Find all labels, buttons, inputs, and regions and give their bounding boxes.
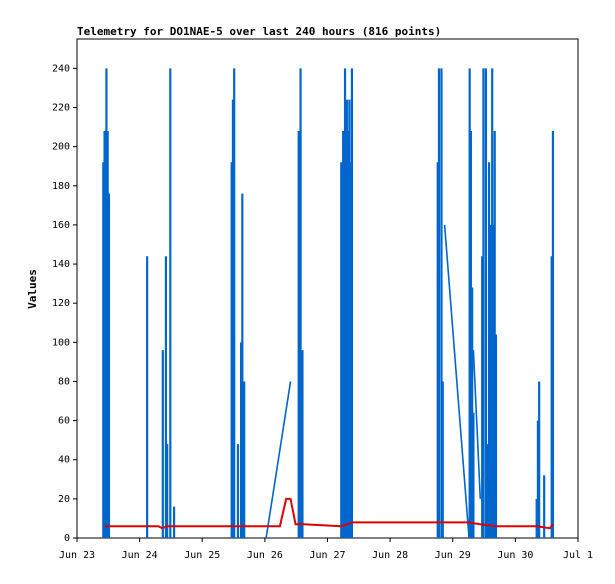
series-values-blue	[102, 68, 555, 539]
data-line	[104, 497, 554, 530]
y-tick-label: 200	[52, 142, 70, 153]
data-connector	[265, 381, 292, 539]
x-tick-label: Jul 1	[563, 550, 593, 561]
y-tick-label: 60	[58, 416, 70, 427]
series-values-red	[104, 497, 554, 530]
y-tick-label: 0	[64, 533, 70, 544]
x-axis: Jun 23 Jun 24 Jun 25 Jun 26 Jun 27 Jun 28 Jun …	[59, 538, 593, 561]
y-tick-label: 180	[52, 181, 70, 192]
y-tick-label: 220	[52, 102, 70, 113]
y-tick-label: 140	[52, 259, 70, 270]
y-tick-label: 120	[52, 298, 70, 309]
x-tick-label: Jun 27	[309, 550, 345, 561]
y-tick-label: 40	[58, 455, 70, 466]
x-tick-label: Jun 23	[59, 550, 95, 561]
y-axis-label: Values	[26, 269, 39, 309]
y-axis: 0 20 40 60 80 100 120 140 160 180 200 220 240	[52, 63, 77, 544]
x-tick-label: Jun 26	[247, 550, 283, 561]
x-tick-label: Jun 29	[435, 550, 471, 561]
data-connector	[443, 224, 470, 539]
x-tick-label: Jun 25	[184, 550, 220, 561]
y-tick-label: 100	[52, 337, 70, 348]
data-connector	[472, 350, 482, 499]
y-tick-label: 240	[52, 63, 70, 74]
y-tick-label: 20	[58, 494, 70, 505]
chart-title: Telemetry for DO1NAE-5 over last 240 hou…	[77, 25, 441, 38]
x-tick-label: Jun 24	[122, 550, 158, 561]
x-tick-label: Jun 30	[497, 550, 533, 561]
y-tick-label: 80	[58, 376, 70, 387]
y-tick-label: 160	[52, 220, 70, 231]
plot-frame	[76, 38, 579, 539]
x-tick-label: Jun 28	[372, 550, 408, 561]
